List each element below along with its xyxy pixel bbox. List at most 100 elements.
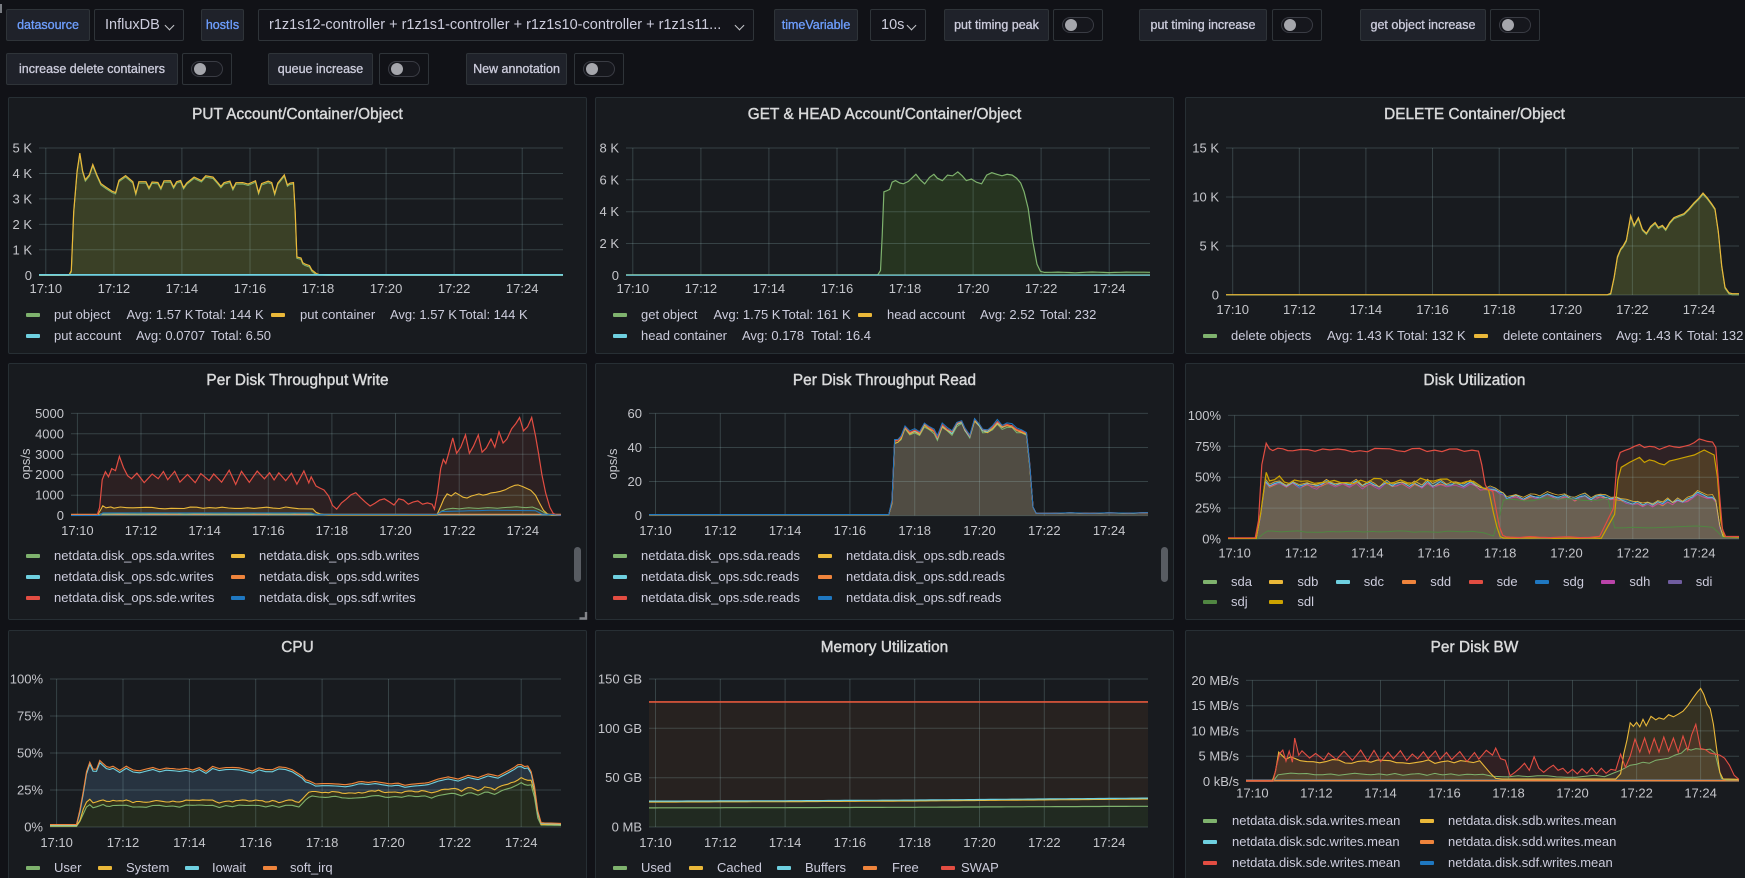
svg-text:17:16: 17:16 [234,281,267,296]
svg-text:60: 60 [628,406,642,421]
svg-text:17:10: 17:10 [1216,302,1249,317]
svg-text:17:22: 17:22 [1617,546,1650,561]
svg-text:17:18: 17:18 [306,835,339,850]
svg-text:17:12: 17:12 [1285,546,1318,561]
svg-text:17:22: 17:22 [1025,281,1058,296]
svg-text:17:24: 17:24 [506,281,539,296]
svg-text:150 GB: 150 GB [598,672,642,687]
svg-text:40: 40 [628,440,642,455]
svg-text:17:22: 17:22 [443,523,476,538]
svg-text:ops/s: ops/s [605,448,620,480]
svg-text:3000: 3000 [35,447,64,462]
svg-text:17:20: 17:20 [372,835,405,850]
svg-text:17:22: 17:22 [1620,785,1653,800]
svg-text:17:16: 17:16 [834,523,867,538]
svg-text:17:22: 17:22 [1028,523,1061,538]
svg-text:25%: 25% [17,783,43,798]
svg-text:17:24: 17:24 [1093,523,1126,538]
svg-text:17:20: 17:20 [379,523,412,538]
svg-text:17:12: 17:12 [125,523,158,538]
svg-text:17:14: 17:14 [753,281,786,296]
svg-text:50 GB: 50 GB [605,770,642,785]
svg-text:15 K: 15 K [1192,141,1219,156]
svg-text:5000: 5000 [35,406,64,421]
svg-text:4 K: 4 K [599,204,619,219]
svg-text:17:10: 17:10 [1236,785,1269,800]
svg-text:17:10: 17:10 [639,835,672,850]
svg-text:100%: 100% [1188,408,1222,423]
svg-text:25%: 25% [1195,501,1221,516]
svg-text:2000: 2000 [35,467,64,482]
svg-text:17:24: 17:24 [507,523,540,538]
svg-text:5 K: 5 K [12,141,32,156]
svg-text:100%: 100% [10,672,44,687]
svg-text:17:14: 17:14 [1364,785,1397,800]
svg-text:75%: 75% [17,709,43,724]
svg-text:17:22: 17:22 [438,281,471,296]
svg-text:17:10: 17:10 [30,281,63,296]
svg-text:17:10: 17:10 [40,835,73,850]
svg-text:100 GB: 100 GB [598,721,642,736]
svg-text:5 K: 5 K [1199,239,1219,254]
svg-text:17:16: 17:16 [1428,785,1461,800]
svg-text:6 K: 6 K [599,172,619,187]
svg-text:2 K: 2 K [12,217,32,232]
svg-text:5 MB/s: 5 MB/s [1199,749,1240,764]
svg-text:1000: 1000 [35,488,64,503]
svg-text:17:20: 17:20 [957,281,990,296]
svg-text:17:20: 17:20 [370,281,403,296]
svg-text:17:24: 17:24 [1093,835,1126,850]
svg-text:17:10: 17:10 [61,523,94,538]
svg-text:17:24: 17:24 [1683,546,1716,561]
svg-text:0%: 0% [24,820,43,835]
svg-text:17:16: 17:16 [252,523,285,538]
svg-text:75%: 75% [1195,439,1221,454]
svg-text:2 K: 2 K [599,236,619,251]
svg-text:17:12: 17:12 [704,835,737,850]
svg-text:17:18: 17:18 [302,281,335,296]
svg-text:17:20: 17:20 [1550,302,1583,317]
svg-text:17:24: 17:24 [1684,785,1717,800]
svg-text:17:20: 17:20 [1556,785,1589,800]
svg-text:3 K: 3 K [12,191,32,206]
svg-text:0: 0 [612,268,619,283]
svg-text:17:14: 17:14 [769,523,802,538]
svg-text:20: 20 [628,474,642,489]
svg-text:17:18: 17:18 [1492,785,1525,800]
svg-text:15 MB/s: 15 MB/s [1191,698,1239,713]
svg-text:17:14: 17:14 [166,281,199,296]
svg-text:17:22: 17:22 [1028,835,1061,850]
svg-text:17:10: 17:10 [1218,546,1251,561]
svg-text:17:10: 17:10 [617,281,650,296]
svg-text:17:22: 17:22 [1616,302,1649,317]
svg-text:17:16: 17:16 [239,835,272,850]
svg-text:4000: 4000 [35,426,64,441]
svg-text:17:24: 17:24 [1093,281,1126,296]
svg-text:0: 0 [635,508,642,523]
svg-text:17:12: 17:12 [685,281,718,296]
svg-text:17:14: 17:14 [1350,302,1383,317]
svg-text:17:24: 17:24 [1683,302,1716,317]
svg-text:8 K: 8 K [599,141,619,156]
svg-text:0 MB: 0 MB [612,820,642,835]
svg-text:17:16: 17:16 [1417,546,1450,561]
svg-text:17:20: 17:20 [963,835,996,850]
svg-text:17:14: 17:14 [769,835,802,850]
svg-text:17:12: 17:12 [98,281,131,296]
svg-text:17:16: 17:16 [834,835,867,850]
svg-text:17:12: 17:12 [107,835,140,850]
svg-text:0: 0 [57,508,64,523]
svg-text:17:20: 17:20 [1550,546,1583,561]
svg-text:17:12: 17:12 [704,523,737,538]
svg-text:17:18: 17:18 [1484,546,1517,561]
svg-text:17:18: 17:18 [898,523,931,538]
svg-text:17:18: 17:18 [316,523,349,538]
svg-text:0%: 0% [1202,532,1221,547]
svg-text:17:10: 17:10 [639,523,672,538]
svg-text:17:18: 17:18 [1483,302,1516,317]
svg-text:17:12: 17:12 [1283,302,1316,317]
svg-text:0: 0 [25,268,32,283]
svg-text:17:12: 17:12 [1300,785,1333,800]
svg-text:17:20: 17:20 [963,523,996,538]
svg-text:17:16: 17:16 [1416,302,1449,317]
